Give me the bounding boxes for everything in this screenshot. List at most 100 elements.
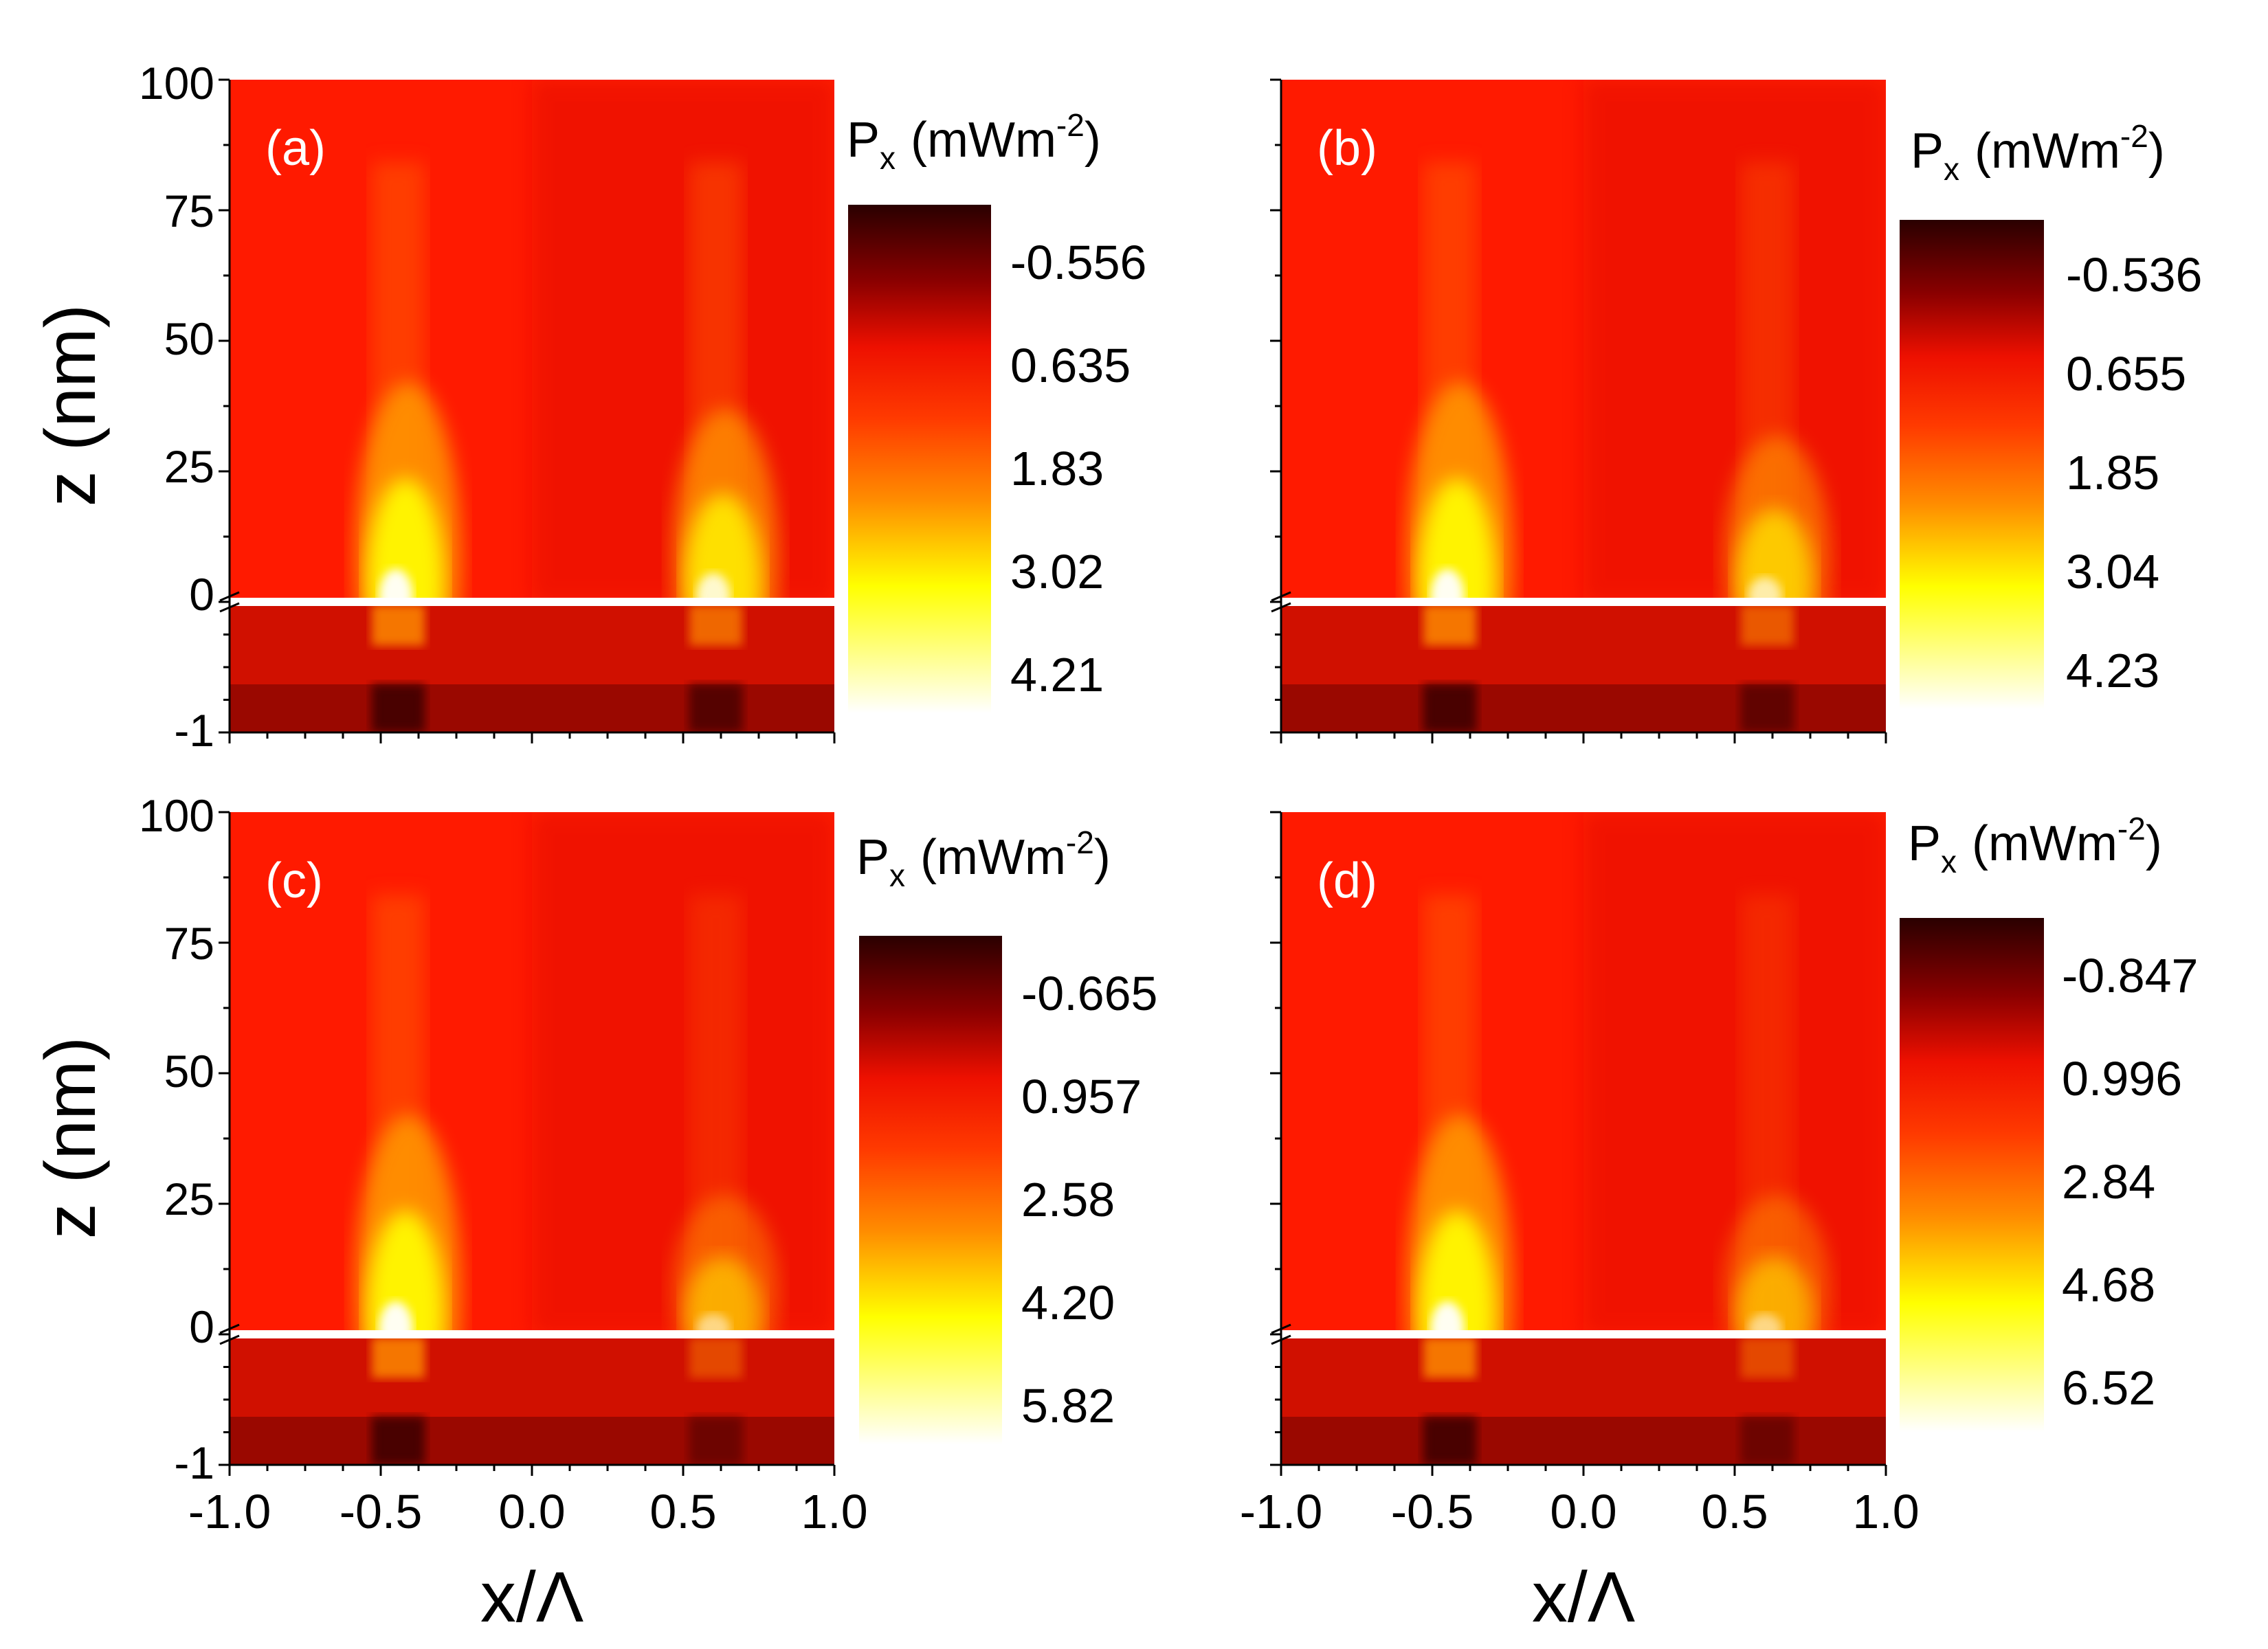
heatmap-field — [230, 812, 834, 1465]
x-axis-label-c: x/Λ — [480, 1558, 583, 1637]
lower-field-bottom — [230, 1417, 834, 1465]
y-tick-label: 50 — [164, 1046, 214, 1097]
lower-dark-band — [371, 684, 425, 732]
lower-dark-band — [689, 684, 743, 732]
colorbar-tick-label: 1.85 — [2066, 446, 2159, 500]
colorbar-gradient — [1900, 918, 2044, 1432]
colorbar-tick-label: -0.847 — [2062, 949, 2198, 1002]
colorbar-tick-label: 4.20 — [1021, 1276, 1115, 1330]
lower-dark-band — [1423, 684, 1477, 732]
colorbar-title: Px (mWm-2) — [1908, 811, 2162, 879]
colorbar-tick-label: 2.58 — [1021, 1173, 1115, 1226]
heatmap-c — [230, 812, 834, 1465]
colorbar-tick-label: -0.665 — [1021, 967, 1157, 1020]
colorbar-gradient — [859, 936, 1002, 1444]
x-tick-labels-d: -1.0 -0.5 0.0 0.5 1.0 — [1240, 1485, 1920, 1538]
x-tick-label: 1.0 — [801, 1485, 867, 1538]
colorbar-tick-label: 4.68 — [2062, 1258, 2155, 1312]
colorbar-tick-label: 0.957 — [1021, 1070, 1142, 1123]
panel-d: (d) -1.0 -0.5 0.0 0.5 1.0 x/Λ Px (mWm-2) … — [1240, 811, 2199, 1637]
colorbar-title: Px (mWm-2) — [847, 107, 1101, 176]
colorbar-a: Px (mWm-2) -0.556 0.635 1.83 3.02 4.21 — [847, 107, 1146, 713]
axis-break-mark — [1271, 602, 1291, 613]
lower-dark-band — [371, 1417, 425, 1465]
lower-dark-band — [1740, 684, 1794, 732]
lower-bright-band — [371, 605, 425, 646]
axis-break-mark — [1271, 1334, 1291, 1345]
axis-break-mark — [219, 1323, 240, 1334]
colorbar-gradient — [1900, 220, 2044, 709]
colorbar-c: Px (mWm-2) -0.665 0.957 2.58 4.20 5.82 — [856, 824, 1157, 1444]
colorbar-title: Px (mWm-2) — [856, 824, 1111, 893]
axis-break-mark — [219, 1334, 240, 1345]
y-tick-labels-a: 100 75 50 25 0 -1 — [139, 58, 214, 756]
colorbar-tick-label: 6.52 — [2062, 1361, 2155, 1415]
heatmap-a — [230, 80, 834, 732]
lower-bright-band — [371, 1337, 425, 1378]
y-tick-label: 25 — [164, 1174, 214, 1224]
x-tick-label: 1.0 — [1852, 1485, 1919, 1538]
heatmap-field — [1281, 80, 1886, 732]
y-tick-label: 75 — [164, 918, 214, 969]
interface-line — [1281, 598, 1886, 606]
lower-dark-band — [1740, 1417, 1794, 1465]
colorbar-tick-label: 3.04 — [2066, 545, 2159, 598]
colorbar-tick-label: 0.655 — [2066, 347, 2186, 401]
colorbar-tick-label: 3.02 — [1010, 545, 1104, 598]
heatmap-field — [230, 80, 834, 732]
colorbar-tick-label: 4.23 — [2066, 644, 2159, 697]
colorbar-tick-label: 5.82 — [1021, 1379, 1115, 1433]
lower-bright-band — [1423, 1337, 1477, 1378]
lower-field-bottom — [1281, 684, 1886, 732]
panel-label-c: (c) — [265, 853, 323, 908]
axis-break-mark — [1271, 1323, 1291, 1334]
x-tick-label: 0.5 — [649, 1485, 716, 1538]
lower-field-bottom — [1281, 1417, 1886, 1465]
y-tick-label: 50 — [164, 313, 214, 364]
y-axis-label-a: z (nm) — [31, 304, 111, 507]
heatmap-field — [1281, 812, 1886, 1465]
y-tick-label: 0 — [189, 569, 214, 620]
y-tick-label: 25 — [164, 441, 214, 492]
axis-break-mark — [219, 591, 240, 602]
axis-break-mark — [219, 602, 240, 613]
heatmap-d — [1281, 812, 1886, 1465]
colorbar-tick-label: -0.536 — [2066, 248, 2202, 302]
heatmap-b — [1281, 80, 1886, 732]
x-tick-label: 0.0 — [498, 1485, 565, 1538]
x-axis-label-d: x/Λ — [1532, 1558, 1635, 1637]
panel-label-b: (b) — [1317, 121, 1377, 176]
x-tick-label: -0.5 — [340, 1485, 423, 1538]
interface-line — [1281, 1330, 1886, 1338]
colorbar-tick-label: 0.635 — [1010, 339, 1131, 392]
x-tick-label: -1.0 — [1240, 1485, 1323, 1538]
axes-c — [219, 811, 836, 1476]
y-tick-label: -1 — [174, 705, 214, 756]
y-tick-label: 100 — [139, 790, 214, 841]
axes-a — [219, 78, 836, 743]
lower-bright-band — [1423, 605, 1477, 646]
x-tick-label: 0.0 — [1550, 1485, 1616, 1538]
colorbar-tick-label: 0.996 — [2062, 1052, 2182, 1106]
colorbar-b: Px (mWm-2) -0.536 0.655 1.85 3.04 4.23 — [1900, 118, 2202, 709]
y-tick-label: 100 — [139, 58, 214, 109]
lower-dark-band — [689, 1417, 743, 1465]
interface-line — [230, 1330, 834, 1338]
lower-bright-band — [689, 1337, 743, 1378]
panel-label-a: (a) — [265, 121, 326, 176]
lower-bright-band — [1740, 605, 1794, 646]
lower-field-bottom — [230, 684, 834, 732]
y-tick-labels-c: 100 75 50 25 0 -1 — [139, 790, 214, 1488]
x-tick-label: -0.5 — [1391, 1485, 1474, 1538]
colorbar-tick-label: -0.556 — [1010, 236, 1146, 289]
panel-label-d: (d) — [1317, 853, 1377, 908]
colorbar-tick-label: 2.84 — [2062, 1155, 2155, 1209]
panel-b: (b) Px (mWm-2) -0.536 0.655 1.85 3.04 4.2… — [1270, 78, 2202, 743]
colorbar-d: Px (mWm-2) -0.847 0.996 2.84 4.68 6.52 — [1900, 811, 2198, 1432]
x-tick-label: 0.5 — [1701, 1485, 1768, 1538]
lower-dark-band — [1423, 1417, 1477, 1465]
colorbar-title: Px (mWm-2) — [1911, 118, 2165, 187]
y-tick-label: -1 — [174, 1437, 214, 1488]
panel-a: (a) 100 75 50 25 0 -1 z (nm) Px (mWm-2) -… — [31, 58, 1146, 756]
